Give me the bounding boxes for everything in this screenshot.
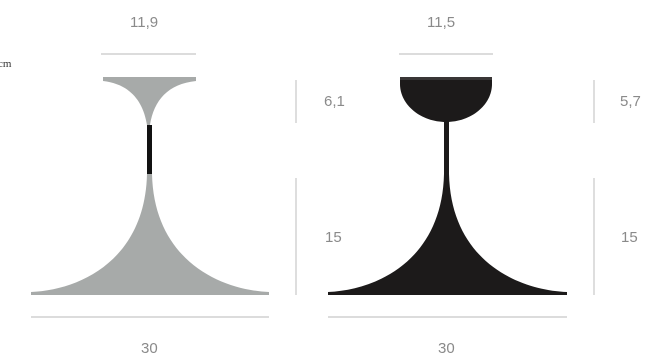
unit-label: cm xyxy=(0,58,12,70)
black-lamp-shade xyxy=(328,174,567,295)
black-lamp-canopy xyxy=(400,77,492,122)
black-lamp-stem xyxy=(444,121,449,176)
black-top-width-label: 11,5 xyxy=(427,14,456,31)
black-lamp xyxy=(328,77,567,295)
black-lamp-canopy-rim xyxy=(400,77,492,80)
black-base-width-label: 30 xyxy=(438,340,455,357)
grey-top-width-label: 11,9 xyxy=(130,14,159,31)
grey-lamp xyxy=(31,77,269,295)
grey-lamp-stem xyxy=(147,125,152,175)
grey-lamp-top-cap xyxy=(103,77,196,125)
dimension-lines xyxy=(31,53,595,318)
grey-bottom-height-label: 15 xyxy=(325,229,342,246)
grey-lamp-shade xyxy=(31,174,269,295)
grey-top-height-label: 6,1 xyxy=(324,93,345,110)
grey-base-width-label: 30 xyxy=(141,340,158,357)
black-bottom-height-label: 15 xyxy=(621,229,638,246)
black-top-height-label: 5,7 xyxy=(620,93,641,110)
